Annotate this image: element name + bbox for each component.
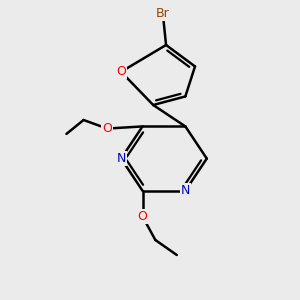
Text: O: O	[116, 65, 126, 78]
Text: O: O	[102, 122, 112, 135]
Text: Br: Br	[156, 8, 170, 20]
Text: N: N	[181, 184, 190, 197]
Text: O: O	[138, 210, 147, 223]
Text: N: N	[116, 152, 126, 165]
